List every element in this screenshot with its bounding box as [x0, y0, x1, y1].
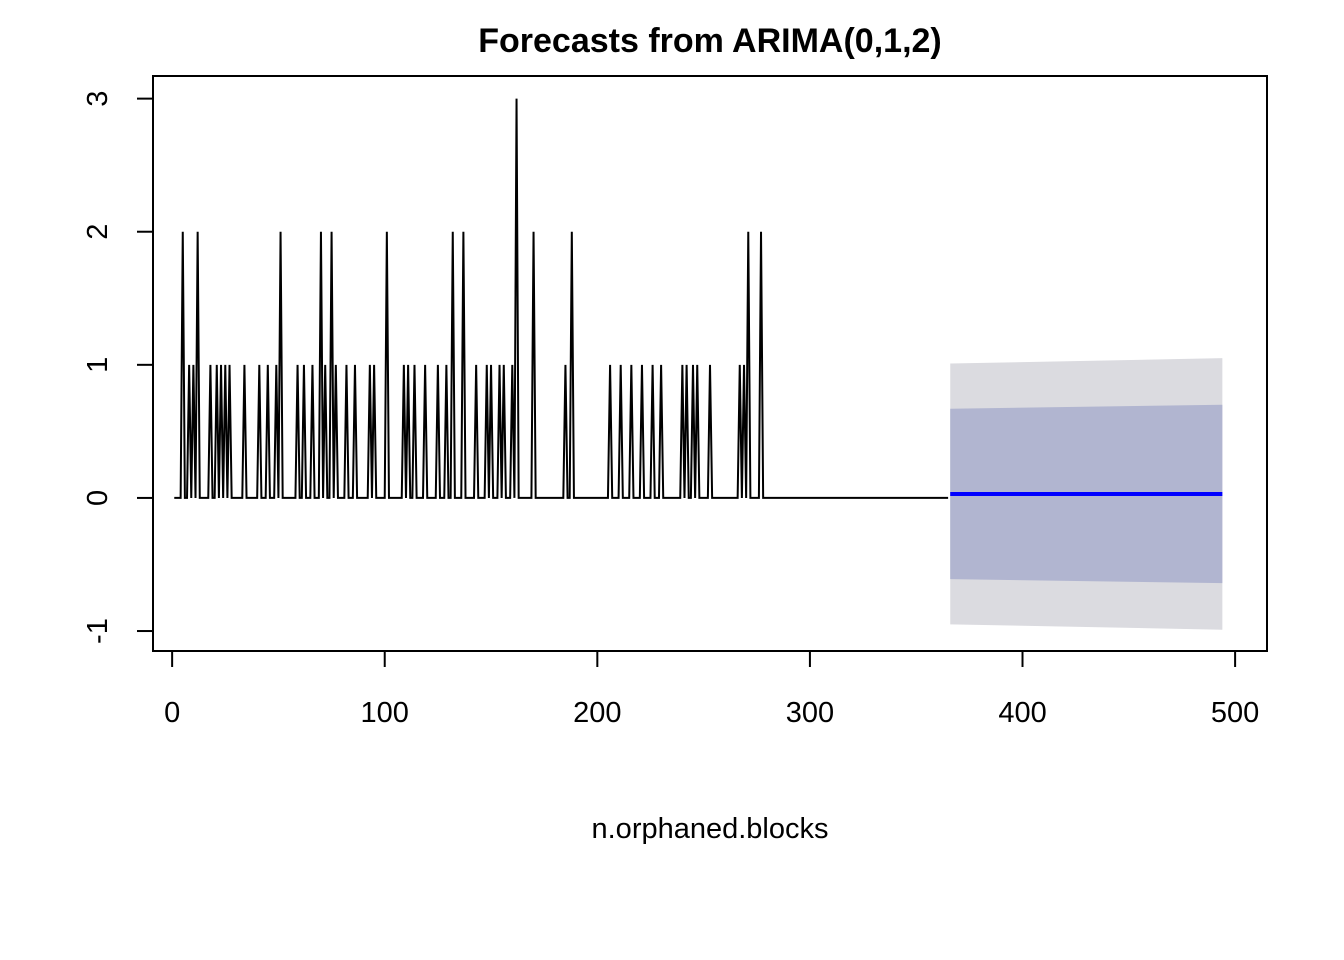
x-tick-label: 500	[1211, 697, 1259, 729]
observed-series-group	[174, 98, 949, 499]
x-tick-label: 400	[998, 697, 1046, 729]
x-tick-label: 200	[573, 697, 621, 729]
x-tick-label: 300	[786, 697, 834, 729]
x-axis-label: n.orphaned.blocks	[592, 813, 829, 845]
chart-title: Forecasts from ARIMA(0,1,2)	[478, 22, 942, 60]
y-tick-label: 1	[82, 357, 114, 373]
y-tick-label: -1	[82, 618, 114, 644]
x-axis: 0 100 200 300 400 500	[164, 650, 1259, 729]
observed-series-line	[174, 98, 949, 499]
x-tick-label: 100	[361, 697, 409, 729]
y-tick-label: 2	[82, 224, 114, 240]
x-tick-label: 0	[164, 697, 180, 729]
y-tick-label: 3	[82, 91, 114, 107]
y-tick-label: 0	[82, 490, 114, 506]
y-axis: -1 0 1 2 3	[82, 91, 154, 644]
